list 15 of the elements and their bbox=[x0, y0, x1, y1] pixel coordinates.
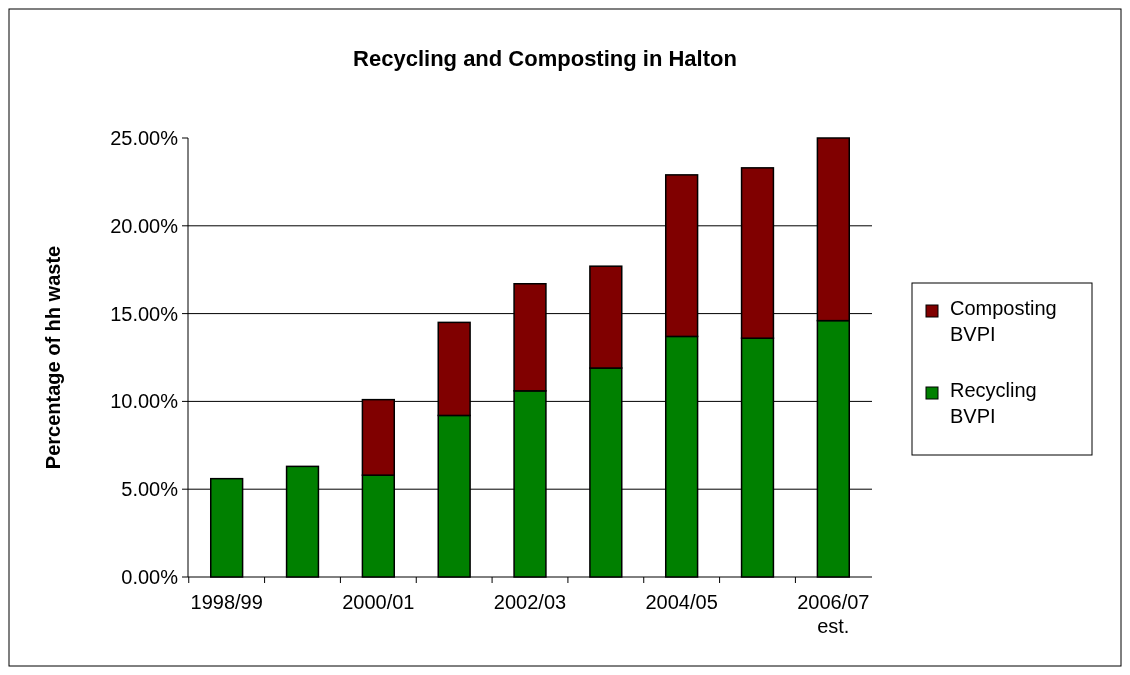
chart-title: Recycling and Composting in Halton bbox=[353, 46, 737, 71]
legend-label: Composting BVPI bbox=[950, 297, 1057, 345]
y-axis-title: Percentage of hh waste bbox=[42, 245, 64, 470]
y-tick-label: 15.00% bbox=[110, 302, 179, 325]
y-tick-label: 5.00% bbox=[121, 478, 179, 501]
x-tick-label: 2000/01 bbox=[342, 591, 415, 613]
x-tick-label: 1998/99 bbox=[190, 591, 263, 613]
legend-label: Recycling BVPI bbox=[950, 379, 1037, 427]
x-tick-label: 2006/07 est. bbox=[797, 591, 870, 637]
y-tick-label: 0.00% bbox=[121, 566, 179, 588]
y-tick-label: 25.00% bbox=[110, 127, 179, 149]
y-tick-label: 10.00% bbox=[110, 390, 179, 413]
x-tick-label: 2002/03 bbox=[493, 591, 567, 613]
y-tick-label: 20.00% bbox=[110, 214, 179, 237]
x-tick-label: 2004/05 bbox=[645, 591, 718, 613]
